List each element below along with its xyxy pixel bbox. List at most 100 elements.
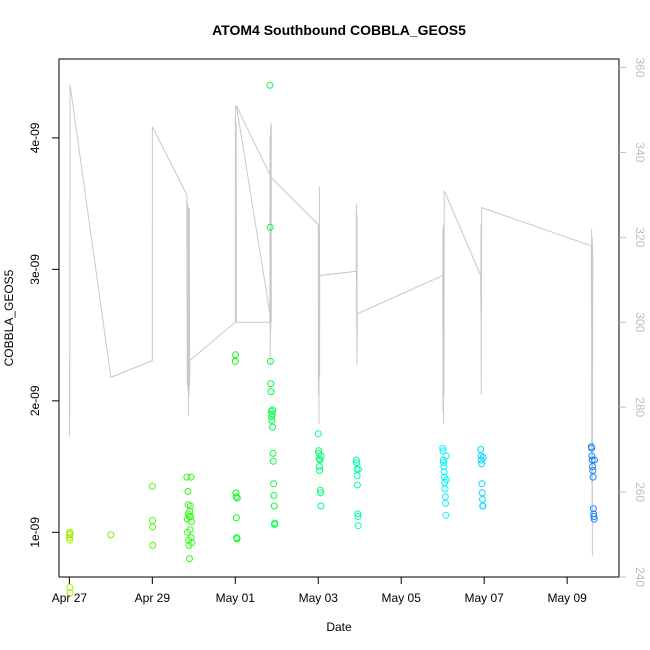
- x-tick-label: May 03: [299, 591, 339, 605]
- data-point: [232, 351, 240, 359]
- y-tick-label: 3e-09: [28, 254, 42, 285]
- data-point: [186, 507, 194, 515]
- y2-tick-label: 280: [633, 397, 647, 417]
- data-point: [66, 584, 74, 591]
- data-point: [589, 463, 596, 471]
- data-point: [315, 463, 323, 471]
- data-point: [270, 492, 278, 499]
- y-tick-label: 2e-09: [28, 385, 42, 416]
- data-point: [232, 493, 240, 501]
- y2-tick-label: 320: [633, 227, 647, 247]
- data-point: [186, 526, 194, 534]
- x-tick-label: Apr 29: [135, 591, 171, 605]
- data-point: [268, 413, 276, 421]
- data-point: [439, 447, 447, 455]
- data-point: [588, 456, 596, 464]
- x-axis-label: Date: [326, 620, 352, 634]
- data-point: [479, 495, 486, 503]
- data-point: [477, 446, 485, 453]
- data-point: [355, 465, 363, 473]
- data-point: [442, 511, 450, 519]
- data-point: [231, 357, 239, 365]
- y2-axis: 240 260 280 300 320 340 360: [619, 57, 647, 587]
- data-point: [149, 517, 156, 524]
- data-point: [353, 481, 361, 489]
- y-tick-label: 1e-09: [28, 517, 42, 548]
- data-point: [271, 519, 279, 527]
- data-point: [66, 589, 74, 597]
- data-point: [442, 476, 450, 484]
- data-point: [317, 452, 325, 460]
- x-tick-label: May 07: [465, 591, 505, 605]
- data-point: [353, 459, 361, 467]
- data-point: [442, 499, 450, 507]
- data-point: [232, 489, 240, 497]
- data-point: [314, 430, 322, 438]
- data-point: [352, 456, 360, 464]
- data-point: [590, 515, 598, 523]
- data-point: [590, 510, 598, 518]
- data-point: [588, 444, 596, 452]
- data-point: [354, 513, 362, 520]
- y2-tick-label: 300: [633, 312, 647, 332]
- data-point: [66, 530, 74, 538]
- data-point: [187, 534, 195, 542]
- data-point: [316, 456, 324, 464]
- data-point: [266, 81, 274, 89]
- data-point: [66, 534, 73, 542]
- data-point: [478, 480, 486, 488]
- data-point: [353, 472, 361, 480]
- x-tick-label: May 05: [382, 591, 422, 605]
- data-point: [66, 536, 74, 544]
- data-point: [440, 468, 448, 476]
- data-point: [354, 522, 362, 530]
- data-point: [589, 505, 597, 513]
- data-point: [440, 463, 448, 471]
- data-point: [478, 489, 486, 497]
- data-point: [149, 541, 157, 549]
- secondary-line: [68, 84, 594, 556]
- data-point: [270, 502, 278, 510]
- y-tick-label: 4e-09: [28, 122, 42, 153]
- y-axis-label: COBBLA_GEOS5: [2, 269, 16, 366]
- data-point: [441, 485, 449, 493]
- data-point: [188, 539, 196, 547]
- y2-tick-label: 240: [633, 567, 647, 587]
- y2-tick-label: 260: [633, 482, 647, 502]
- data-point: [316, 486, 324, 494]
- x-axis: Apr 27 Apr 29 May 01 May 03 May 05 May 07 May …: [52, 577, 587, 605]
- data-point: [269, 423, 276, 431]
- data-point: [269, 457, 277, 465]
- data-point: [441, 493, 449, 501]
- plot-frame: [58, 58, 620, 578]
- data-point: [187, 513, 195, 520]
- data-point: [266, 357, 274, 365]
- data-point: [183, 473, 191, 481]
- data-point: [268, 410, 276, 418]
- chart-title: ATOM4 Southbound COBBLA_GEOS5: [212, 22, 466, 38]
- data-point: [187, 473, 195, 481]
- data-point: [268, 417, 276, 424]
- y2-tick-label: 340: [633, 142, 647, 162]
- data-point: [188, 518, 195, 526]
- data-point: [267, 388, 275, 396]
- data-point: [316, 467, 324, 474]
- data-point: [270, 480, 278, 488]
- data-point: [442, 452, 450, 460]
- data-point: [184, 488, 192, 495]
- data-point: [267, 380, 275, 388]
- data-point: [440, 459, 448, 467]
- data-point: [479, 502, 487, 510]
- x-tick-label: May 09: [547, 591, 587, 605]
- data-point: [233, 494, 241, 502]
- data-point: [186, 555, 193, 563]
- y2-tick-label: 360: [633, 57, 647, 77]
- data-point: [186, 502, 194, 510]
- x-tick-label: Apr 27: [52, 591, 88, 605]
- data-point: [269, 406, 277, 414]
- data-point: [233, 535, 241, 543]
- data-point: [149, 523, 157, 531]
- y-axis: 1e-09 2e-09 3e-09 4e-09: [28, 122, 59, 548]
- data-point: [478, 460, 486, 468]
